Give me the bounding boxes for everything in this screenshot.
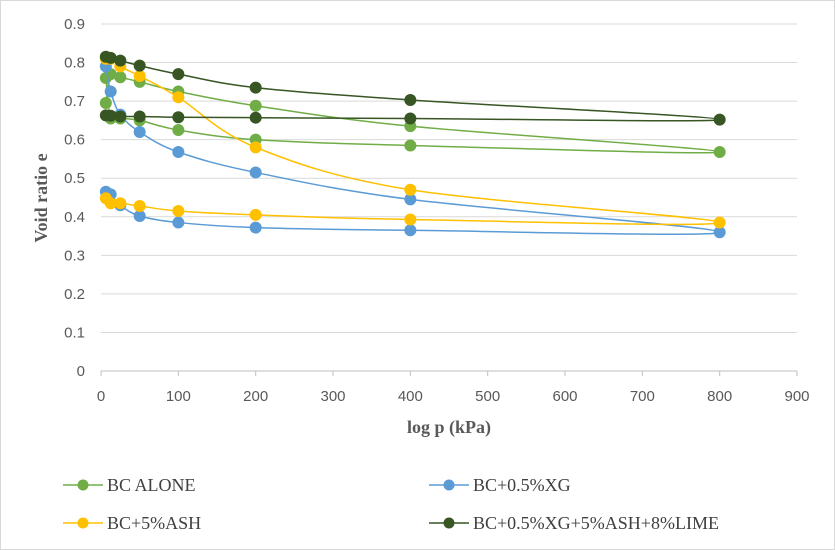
data-point [133,125,146,138]
data-point [713,113,726,126]
legend: BC ALONE BC+0.5%XG BC+5%ASH BC+0.5%XG+5%ASH… [63,475,719,533]
data-point [133,199,146,212]
axes: 0 0.1 0.2 0.3 0.4 0.5 0.6 0.7 0.8 0.9 0 100 200 300 40… [64,16,809,405]
gridlines [101,23,797,333]
legend-label: BC+5%ASH [107,513,201,533]
legend-label: BC ALONE [107,475,196,495]
x-axis-title: log p (kPa) [407,417,491,438]
x-tick-label: 400 [398,388,423,405]
legend-marker [443,517,455,529]
legend-marker [443,479,455,491]
data-point [404,93,417,106]
x-tick-label: 500 [475,388,500,405]
data-point [99,71,112,84]
data-point [404,183,417,196]
x-tick-label: 900 [784,388,809,405]
legend-item: BC+0.5%XG [429,475,571,495]
data-point [133,210,146,223]
data-point [99,192,112,205]
x-tick-label: 200 [243,388,268,405]
y-tick-label: 0.2 [64,286,85,303]
data-point [249,221,262,234]
y-tick-label: 0.3 [64,247,85,264]
data-point [713,216,726,229]
data-point [133,110,146,123]
legend-item: BC+5%ASH [63,513,201,533]
data-point [99,97,112,110]
x-tick-label: 700 [630,388,655,405]
data-point [133,70,146,83]
y-tick-label: 0.4 [64,209,85,226]
legend-marker [77,517,89,529]
data-point [249,141,262,154]
x-tick-label: 800 [707,388,732,405]
data-point [172,91,185,104]
x-tick-label: 0 [97,388,105,405]
legend-label: BC+0.5%XG [473,475,571,495]
x-tick-label: 600 [552,388,577,405]
legend-item: BC ALONE [63,475,196,495]
legend-item: BC+0.5%XG+5%ASH+8%LIME [429,513,719,533]
data-point [99,109,112,122]
legend-label: BC+0.5%XG+5%ASH+8%LIME [473,513,719,533]
y-tick-label: 0.1 [64,324,85,341]
y-tick-label: 0.7 [64,93,85,110]
data-point [114,71,127,84]
data-point [172,204,185,217]
y-tick-label: 0.5 [64,170,85,187]
data-point [249,166,262,179]
data-point [249,111,262,124]
data-point [114,54,127,67]
x-tick-label: 100 [166,388,191,405]
legend-marker [77,479,89,491]
data-point [249,81,262,94]
data-point [172,68,185,81]
data-point [713,146,726,159]
data-point [172,146,185,159]
data-point [404,213,417,226]
y-axis-title: Void ratio e [31,153,51,242]
data-point [404,112,417,125]
data-point [404,224,417,237]
data-point [249,208,262,221]
data-point [404,139,417,152]
series-3 [99,50,726,126]
y-tick-label: 0.8 [64,55,85,72]
data-point [249,99,262,112]
y-tick-label: 0.6 [64,132,85,149]
series-layer [99,50,726,239]
data-point [133,59,146,72]
data-point [104,85,117,98]
y-tick-label: 0 [77,363,85,380]
x-tick-label: 300 [320,388,345,405]
y-tick-label: 0.9 [64,16,85,33]
data-point [172,124,185,137]
data-point [172,216,185,229]
data-point [172,111,185,124]
